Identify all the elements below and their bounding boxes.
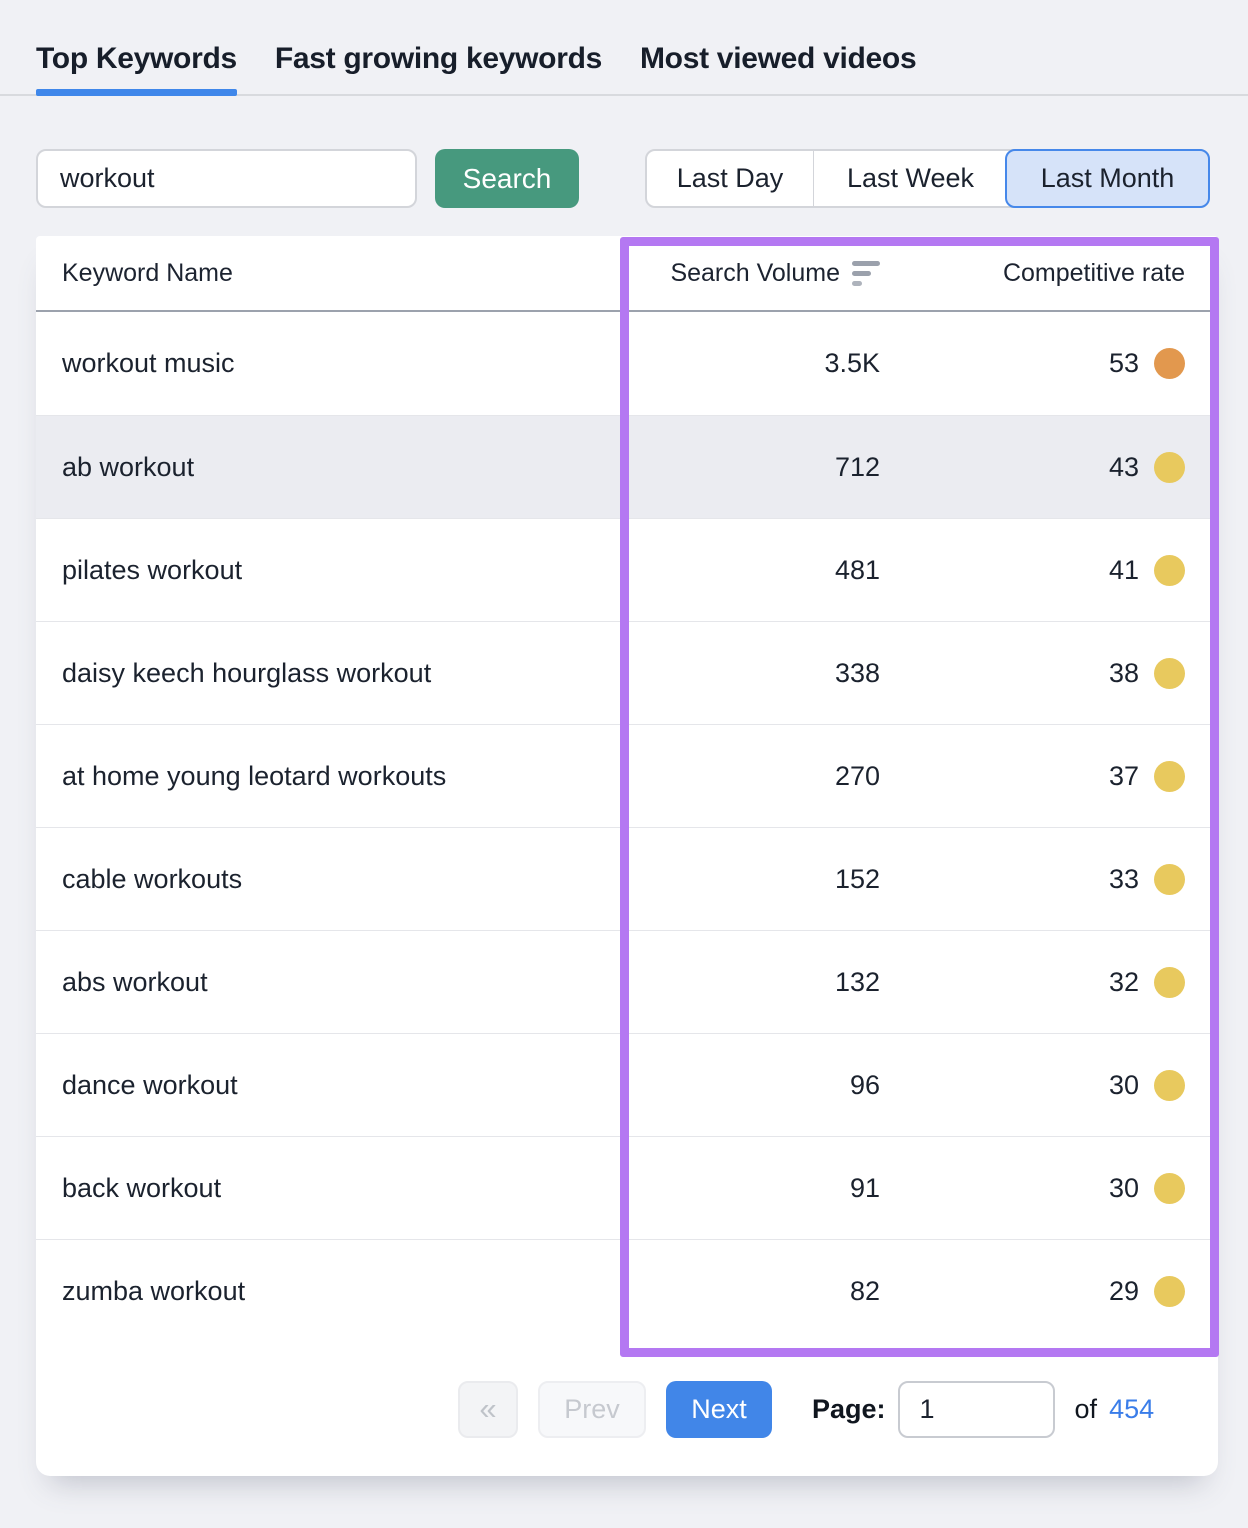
rate-cell: 37 xyxy=(914,760,1218,792)
rate-dot xyxy=(1154,1172,1185,1204)
table-row[interactable]: dance workout 96 30 xyxy=(36,1033,1218,1136)
volume-cell: 3.5K xyxy=(824,348,880,378)
filter-last-month[interactable]: Last Month xyxy=(1005,149,1210,208)
column-header-competitive-rate[interactable]: Competitive rate xyxy=(914,259,1218,288)
table-row[interactable]: pilates workout 481 41 xyxy=(36,518,1218,621)
column-header-search-volume-label: Search Volume xyxy=(670,258,840,287)
next-page-button[interactable]: Next xyxy=(666,1380,772,1438)
rate-dot xyxy=(1154,348,1185,379)
table-row[interactable]: back workout 91 30 xyxy=(36,1136,1218,1239)
of-label: of xyxy=(1074,1393,1098,1424)
rate-value: 30 xyxy=(1108,1172,1139,1203)
table-row[interactable]: abs workout 132 32 xyxy=(36,930,1218,1033)
keywords-table: Keyword Name Search Volume Competitive r… xyxy=(36,236,1218,1476)
rate-cell: 29 xyxy=(914,1275,1218,1307)
volume-cell: 270 xyxy=(834,760,880,791)
rate-value: 38 xyxy=(1108,657,1139,688)
page-label: Page: xyxy=(812,1393,886,1424)
time-filter-group: Last Day Last Week Last Month xyxy=(645,149,1210,208)
rate-value: 53 xyxy=(1108,348,1139,378)
volume-cell: 91 xyxy=(849,1172,880,1203)
column-header-keyword-name[interactable]: Keyword Name xyxy=(62,258,233,287)
table-row[interactable]: cable workouts 152 33 xyxy=(36,827,1218,930)
rate-value: 41 xyxy=(1108,554,1139,585)
volume-cell: 338 xyxy=(834,657,880,688)
rate-dot xyxy=(1154,863,1185,895)
prev-page-button[interactable]: Prev xyxy=(538,1380,646,1438)
keyword-cell: cable workouts xyxy=(62,863,243,894)
rate-cell: 41 xyxy=(914,554,1218,586)
volume-cell: 82 xyxy=(849,1275,880,1306)
rate-cell: 38 xyxy=(914,657,1218,689)
rate-dot xyxy=(1154,966,1185,998)
keyword-cell: back workout xyxy=(62,1172,222,1203)
controls-row: Search Last Day Last Week Last Month xyxy=(36,149,1210,208)
rate-value: 43 xyxy=(1108,451,1139,482)
keyword-cell: daisy keech hourglass workout xyxy=(62,657,432,688)
rate-dot xyxy=(1154,657,1185,689)
rate-dot xyxy=(1154,1069,1185,1101)
page-count: of 454 xyxy=(1075,1394,1155,1425)
tab-fast-growing-keywords[interactable]: Fast growing keywords xyxy=(274,42,602,75)
rate-value: 30 xyxy=(1108,1069,1139,1100)
sort-descending-icon[interactable] xyxy=(852,260,880,286)
rate-value: 33 xyxy=(1108,863,1139,894)
table-row[interactable]: daisy keech hourglass workout 338 38 xyxy=(36,621,1218,724)
rate-cell: 32 xyxy=(914,966,1218,998)
keyword-cell: dance workout xyxy=(62,1069,238,1100)
table-row[interactable]: zumba workout 82 29 xyxy=(36,1239,1218,1342)
rate-cell: 43 xyxy=(914,451,1218,483)
keyword-cell: at home young leotard workouts xyxy=(62,760,447,791)
column-header-search-volume[interactable]: Search Volume xyxy=(627,259,914,288)
rate-dot xyxy=(1154,451,1185,483)
rate-value: 32 xyxy=(1108,966,1139,997)
volume-cell: 481 xyxy=(834,554,880,585)
total-pages-link[interactable]: 454 xyxy=(1109,1393,1155,1424)
filter-last-day[interactable]: Last Day xyxy=(676,163,784,193)
first-page-button[interactable]: « xyxy=(458,1380,518,1438)
volume-cell: 712 xyxy=(834,451,880,482)
rate-value: 37 xyxy=(1108,760,1139,791)
rate-dot xyxy=(1154,554,1185,586)
table-header: Keyword Name Search Volume Competitive r… xyxy=(36,236,1218,312)
rate-cell: 33 xyxy=(914,863,1218,895)
rate-dot xyxy=(1154,1275,1185,1307)
keyword-cell: zumba workout xyxy=(62,1275,246,1306)
table-row[interactable]: ab workout 712 43 xyxy=(36,415,1218,518)
tab-bar: Top Keywords Fast growing keywords Most … xyxy=(0,0,1248,96)
keyword-cell: abs workout xyxy=(62,966,208,997)
column-header-competitive-rate-label: Competitive rate xyxy=(1002,258,1185,287)
rate-cell: 30 xyxy=(914,1069,1218,1101)
tab-top-keywords[interactable]: Top Keywords xyxy=(36,42,237,96)
keyword-cell: workout music xyxy=(62,348,235,378)
filter-last-week[interactable]: Last Week xyxy=(813,151,1007,206)
keyword-cell: ab workout xyxy=(62,451,195,482)
volume-cell: 96 xyxy=(849,1069,880,1100)
tab-most-viewed-videos[interactable]: Most viewed videos xyxy=(639,42,917,75)
rate-cell: 53 xyxy=(914,348,1218,379)
page-number-input[interactable] xyxy=(897,1380,1055,1438)
keyword-cell: pilates workout xyxy=(62,554,243,585)
search-button[interactable]: Search xyxy=(435,149,579,208)
volume-cell: 132 xyxy=(834,966,880,997)
table-row[interactable]: at home young leotard workouts 270 37 xyxy=(36,724,1218,827)
rate-dot xyxy=(1154,760,1185,792)
rate-value: 29 xyxy=(1108,1275,1139,1306)
table-row[interactable]: workout music 3.5K 53 xyxy=(36,312,1218,415)
keyword-search-input[interactable] xyxy=(36,149,417,208)
volume-cell: 152 xyxy=(834,863,880,894)
table-body: workout music 3.5K 53 ab workout 712 43 … xyxy=(36,312,1218,1342)
rate-cell: 30 xyxy=(914,1172,1218,1204)
pagination-bar: « Prev Next Page: of 454 xyxy=(36,1342,1218,1476)
